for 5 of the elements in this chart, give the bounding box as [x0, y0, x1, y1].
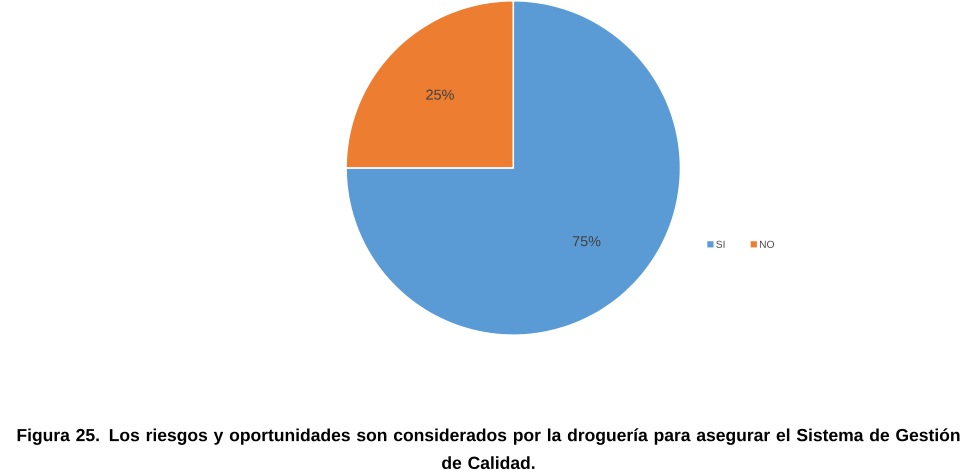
data-label: 75%: [572, 236, 600, 246]
legend-label: NO: [760, 240, 774, 248]
legend-label: SI: [716, 240, 725, 248]
data-label: 25%: [426, 89, 454, 100]
text: Figura 25. Los riesgos y oportunidades son considerados por la droguería para asegurar el Sistema de Gestión de Calidad.: [18, 428, 960, 469]
